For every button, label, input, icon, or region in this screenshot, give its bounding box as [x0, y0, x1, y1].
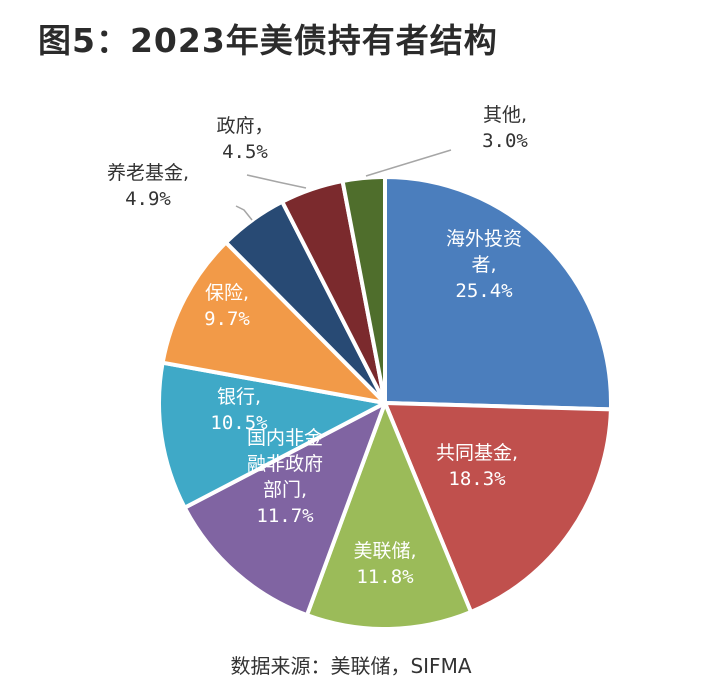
slice-percent: 11.7%: [256, 505, 314, 527]
slice-percent: 9.7%: [204, 308, 250, 330]
pie-slice-3: [304, 401, 473, 631]
slice-name: 其他,: [483, 104, 527, 126]
slice-label-3: 美联储, 11.8%: [353, 540, 416, 588]
slice-label-7: 养老基金, 4.9%: [107, 162, 189, 210]
slice-percent: 10.5%: [210, 412, 268, 434]
slice-name: 海外投资: [446, 228, 522, 250]
slice-percent: 11.8%: [356, 566, 414, 588]
pie-slice-1: [383, 175, 613, 412]
slice-name: 政府，: [216, 115, 273, 137]
leader-line-9: [365, 149, 452, 177]
pie-slice-9: [340, 175, 387, 405]
pie-slice-6: [160, 240, 387, 405]
pie-slices: [157, 175, 613, 631]
slice-percent: 4.9%: [125, 188, 171, 210]
slice-name: 融非政府: [247, 453, 323, 475]
slice-name: 者,: [471, 254, 496, 276]
slice-name: 银行,: [217, 386, 261, 408]
slice-percent: 18.3%: [448, 468, 506, 490]
chart-title: 图5：2023年美债持有者结构: [38, 21, 498, 60]
leader-line-7: [235, 205, 253, 221]
pie-slice-5: [157, 360, 387, 510]
leader-lines: [235, 149, 452, 221]
pie-slice-4: [182, 401, 387, 618]
slice-percent: 3.0%: [482, 130, 528, 152]
slice-percent: 25.4%: [455, 280, 513, 302]
slice-name: 养老基金,: [107, 162, 189, 184]
slice-name: 美联储,: [353, 540, 416, 562]
slice-label-4: 国内非金融非政府部门, 11.7%: [247, 427, 323, 527]
pie-slice-2: [383, 401, 613, 614]
source-note: 数据来源：美联储，SIFMA: [230, 654, 472, 678]
slice-name: 国内非金: [247, 427, 323, 449]
slice-label-8: 政府， 4.5%: [216, 115, 273, 163]
leader-line-8: [246, 174, 307, 189]
slice-name: 部门,: [263, 479, 307, 501]
slice-name: 共同基金,: [436, 442, 518, 464]
slice-name: 保险,: [205, 282, 249, 304]
slice-percent: 4.5%: [222, 141, 268, 163]
slice-label-5: 银行, 10.5%: [210, 386, 268, 434]
data-labels: 海外投资者, 25.4% 共同基金, 18.3% 美联储, 11.8% 国内非金融非政府部门…: [107, 104, 528, 588]
slice-label-6: 保险, 9.7%: [204, 282, 250, 330]
slice-label-9: 其他, 3.0%: [482, 104, 528, 152]
slice-label-2: 共同基金, 18.3%: [436, 442, 518, 490]
slice-label-1: 海外投资者, 25.4%: [446, 228, 522, 302]
